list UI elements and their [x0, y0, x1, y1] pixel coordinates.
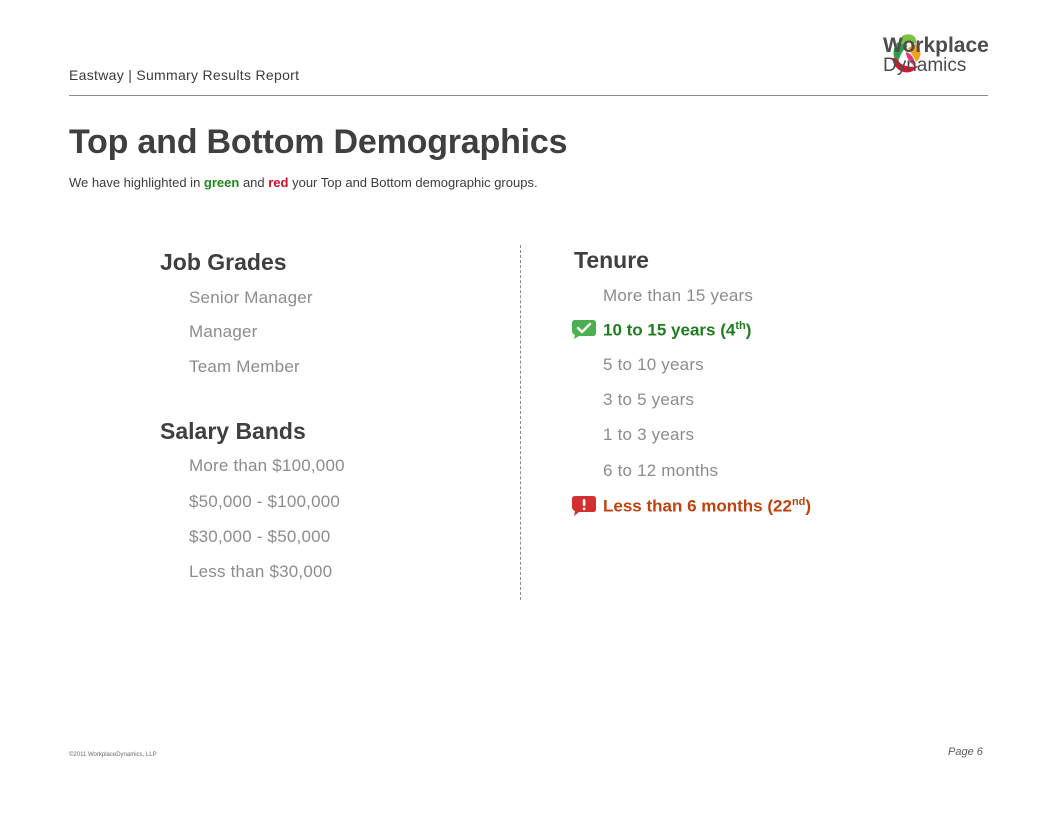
subtitle-part1: We have highlighted in [69, 175, 204, 190]
logo-line1: Workplace [883, 34, 989, 57]
tenure-item: 6 to 12 months [603, 461, 719, 480]
tenure-top-item: 10 to 15 years (4th) [603, 320, 751, 341]
subtitle-green-word: green [203, 175, 240, 190]
tenure-bottom-label: Less than 6 months (22 [603, 496, 792, 516]
column-divider [520, 245, 521, 600]
tenure-top-label: 10 to 15 years (4 [603, 320, 736, 340]
workplace-dynamics-logo-icon [892, 34, 921, 73]
check-bubble-icon [572, 320, 596, 339]
tenure-item: 3 to 5 years [603, 390, 695, 409]
tenure-bottom-ordinal: nd [791, 496, 806, 508]
salary-band-item: $50,000 - $100,000 [189, 492, 341, 511]
salary-band-item: Less than $30,000 [189, 562, 333, 581]
tenure-item: More than 15 years [603, 286, 754, 305]
subtitle-red-word: red [268, 175, 289, 190]
salary-band-item: $30,000 - $50,000 [189, 527, 331, 546]
exclamation-bubble-icon [572, 496, 596, 516]
job-grade-item: Manager [189, 322, 258, 341]
salary-band-item: More than $100,000 [189, 456, 345, 475]
logo-line2: Dynamics [883, 55, 967, 76]
header-divider [69, 95, 988, 96]
footer-copyright: ©2011 WorkplaceDynamics, LLP [69, 752, 157, 758]
job-grade-item: Senior Manager [189, 288, 313, 307]
tenure-heading: Tenure [574, 247, 649, 273]
subtitle-part2: and [239, 175, 269, 190]
page-title: Top and Bottom Demographics [69, 123, 568, 161]
tenure-top-close: ) [745, 320, 752, 340]
page-number: Page 6 [948, 746, 983, 758]
tenure-item: 1 to 3 years [603, 425, 695, 444]
salary-bands-heading: Salary Bands [160, 418, 306, 444]
tenure-bottom-item: Less than 6 months (22nd) [603, 496, 811, 517]
tenure-top-ordinal: th [735, 320, 746, 332]
job-grade-item: Team Member [189, 357, 300, 376]
subtitle-part3: your Top and Bottom demographic groups. [288, 175, 538, 190]
job-grades-heading: Job Grades [160, 249, 287, 275]
report-title: Eastway | Summary Results Report [69, 67, 300, 83]
page-subtitle: We have highlighted in green and red you… [69, 175, 538, 190]
tenure-item: 5 to 10 years [603, 355, 704, 374]
tenure-bottom-close: ) [805, 496, 812, 516]
